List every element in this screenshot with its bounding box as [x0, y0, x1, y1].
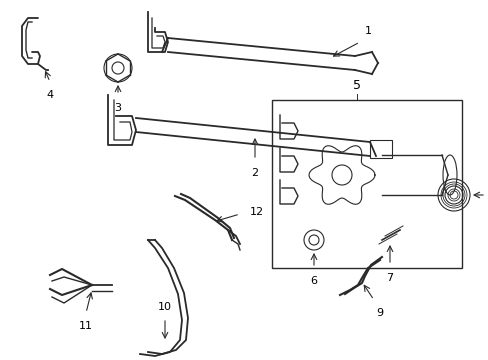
- Bar: [271, 100, 461, 268]
- Text: 5: 5: [352, 79, 360, 92]
- Text: 12: 12: [249, 207, 264, 217]
- Text: 4: 4: [46, 90, 54, 100]
- Text: 9: 9: [376, 308, 383, 318]
- Text: 2: 2: [251, 168, 258, 178]
- Bar: [369, 140, 391, 158]
- Text: 3: 3: [114, 103, 121, 113]
- Text: 7: 7: [386, 273, 393, 283]
- Text: 6: 6: [310, 276, 317, 286]
- Text: 1: 1: [364, 26, 371, 36]
- Text: 11: 11: [79, 321, 93, 331]
- Text: 10: 10: [158, 302, 172, 312]
